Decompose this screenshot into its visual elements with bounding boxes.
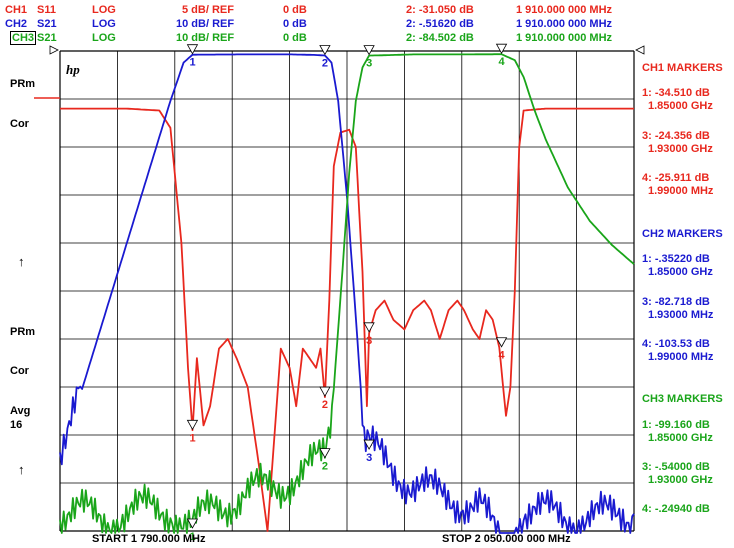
cor-label-top: Cor [10,118,29,130]
ch3-marker-1-freq: 1.85000 GHz [648,432,713,444]
ch1-marker-1-label: 1 [189,432,195,444]
ch1-marker-4-value: 4: -25.911 dB [642,172,710,184]
start-frequency: START 1 790.000 MHz [92,533,206,545]
ch3-param: S21 [37,32,57,44]
ch2-param: S21 [37,18,57,30]
ch3-label[interactable]: CH3 [10,31,37,45]
chart-grid [59,50,635,532]
ch2-marker-2-label: 2 [322,57,328,69]
reference-pointer-right-icon [635,45,645,55]
ch2-marker-1-value: 1: -.35220 dB [642,253,710,265]
ch3-active-marker: 2: -84.502 dB [406,32,474,44]
ch1-marker-1-freq: 1.85000 GHz [648,100,713,112]
ch1-ref: 0 dB [283,4,307,16]
ch2-marker-3-icon [363,439,375,450]
ch3-marker-1-value: 1: -99.160 dB [642,419,710,431]
ch1-marker-4-icon [495,337,508,348]
chart-markers: 1 2 3 4 1 2 3 1 2 3 4 [186,43,508,543]
ch3-marker-3-label: 3 [366,58,372,70]
ch2-marker-2-icon [319,45,331,56]
ch3-trace [59,53,635,534]
prm-label-top: PRm [10,78,36,90]
ch2-marker-4-freq: 1.99000 MHz [648,351,714,363]
ch1-format: LOG [92,4,116,16]
ch2-marker-freq: 1 910.000 000 MHz [516,18,613,30]
ch1-marker-freq: 1 910.000 000 MHz [516,4,613,16]
ch2-marker-1-freq: 1.85000 GHz [648,266,713,278]
arrow-up-icon: ↑ [18,462,25,477]
ch1-marker-3-value: 3: -24.356 dB [642,130,710,142]
ch1-scale: 5 dB/ REF [182,4,234,16]
ch2-label: CH2 [5,18,28,30]
ch1-marker-2-icon [319,386,331,397]
ch2-ref: 0 dB [283,18,307,30]
ch3-marker-2-icon [319,448,331,459]
avg-factor: 16 [10,419,23,431]
reference-pointer-left-icon [49,45,59,55]
chart-traces [59,53,635,534]
hp-logo: hp [66,62,80,77]
ch2-marker-4-value: 4: -103.53 dB [642,338,710,350]
avg-label: Avg [10,405,31,417]
ch1-marker-3-icon [363,322,375,333]
ch3-marker-3-value: 3: -.54000 dB [642,461,710,473]
reference-pointers [34,45,645,99]
ch1-active-marker: 2: -31.050 dB [406,4,474,16]
ch3-format: LOG [92,32,116,44]
header-row-ch1: CH1 [5,4,27,16]
ch3-marker-4-label: 4 [499,56,506,68]
ch1-trace [60,107,634,532]
ch1-marker-3-freq: 1.93000 GHz [648,143,713,155]
ch2-active-marker: 2: -.51620 dB [406,18,474,30]
ch2-marker-3-label: 3 [366,452,372,464]
prm-label-bottom: PRm [10,326,36,338]
ch1-param: S11 [37,4,56,16]
ch3-ref: 0 dB [283,32,307,44]
ch2-marker-1-icon [186,44,199,55]
arrow-up-icon: ↑ [18,254,25,269]
ch3-scale: 10 dB/ REF [176,32,235,44]
ch3-marker-1-label: 1 [189,531,195,543]
ch2-markers-title: CH2 MARKERS [642,228,723,240]
ch1-marker-1-value: 1: -34.510 dB [642,87,710,99]
cor-label-bottom: Cor [10,365,29,377]
stop-frequency: STOP 2 050.000 000 MHz [442,533,571,545]
ch3-marker-freq: 1 910.000 000 MHz [516,32,613,44]
ch1-marker-2-label: 2 [322,399,328,411]
ch2-format: LOG [92,18,116,30]
ch3-marker-2-label: 2 [322,461,328,473]
ch1-marker-4-label: 4 [499,350,506,362]
ch3-markers-title: CH3 MARKERS [642,393,723,405]
ch2-marker-1-label: 1 [189,57,195,69]
ch3-marker-3-icon [363,45,375,56]
ch1-label: CH1 [5,4,28,16]
ch1-marker-4-freq: 1.99000 MHz [648,185,714,197]
ch3-marker-4-value: 4: -.24940 dB [642,503,710,515]
ch3-marker-1-icon [186,518,199,529]
ch1-marker-1-icon [186,419,199,431]
ch2-scale: 10 dB/ REF [176,18,235,30]
ch2-marker-3-value: 3: -82.718 dB [642,296,710,308]
ch3-marker-4-icon [495,43,508,55]
ch1-marker-3-label: 3 [366,335,372,347]
ch1-markers-title: CH1 MARKERS [642,62,723,74]
ch2-marker-3-freq: 1.93000 MHz [648,309,714,321]
ch3-marker-3-freq: 1.93000 GHz [648,474,713,486]
